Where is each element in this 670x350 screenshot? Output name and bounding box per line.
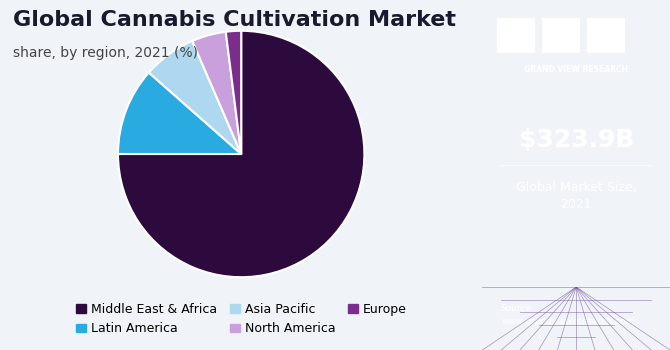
Text: GRAND VIEW RESEARCH: GRAND VIEW RESEARCH xyxy=(524,65,628,75)
Text: Source:
www.grandviewresearch.com: Source: www.grandviewresearch.com xyxy=(501,304,634,326)
Text: Global Cannabis Cultivation Market: Global Cannabis Cultivation Market xyxy=(13,10,456,30)
Wedge shape xyxy=(118,31,364,277)
Text: R: R xyxy=(602,28,611,42)
Text: share, by region, 2021 (%): share, by region, 2021 (%) xyxy=(13,46,198,60)
FancyBboxPatch shape xyxy=(588,18,625,52)
Text: $323.9B: $323.9B xyxy=(519,128,634,152)
Wedge shape xyxy=(192,32,241,154)
FancyBboxPatch shape xyxy=(497,18,535,52)
Wedge shape xyxy=(226,31,241,154)
Text: G: G xyxy=(511,28,521,42)
Wedge shape xyxy=(149,41,241,154)
Text: Global Market Size,
2021: Global Market Size, 2021 xyxy=(516,181,636,211)
Wedge shape xyxy=(118,72,241,154)
Legend: Middle East & Africa, Latin America, Asia Pacific, North America, Europe: Middle East & Africa, Latin America, Asi… xyxy=(71,298,411,340)
FancyBboxPatch shape xyxy=(543,18,580,52)
Text: V: V xyxy=(556,28,566,42)
